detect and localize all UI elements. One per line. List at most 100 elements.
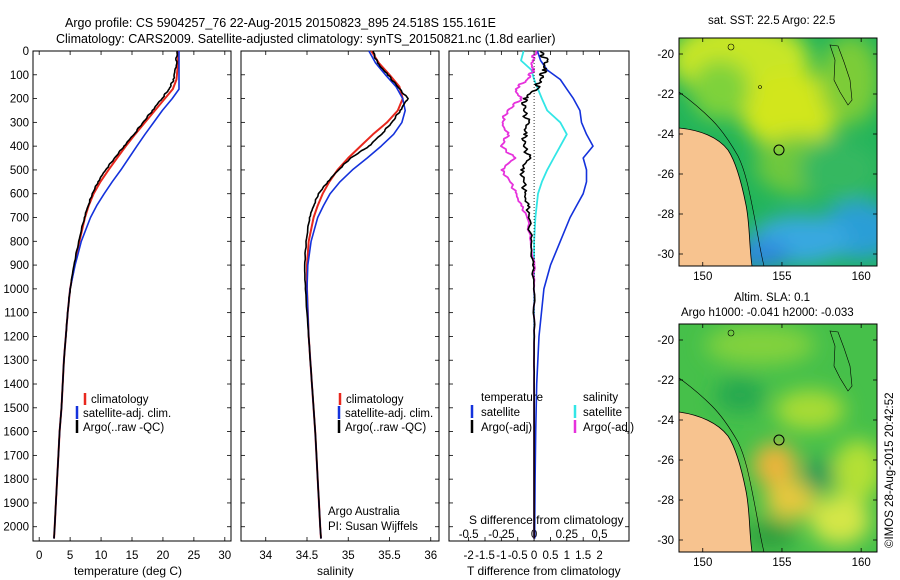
x-tick-label: -1.5 bbox=[475, 550, 495, 562]
x-tick-label: 5 bbox=[67, 550, 73, 562]
y-tick-label: 1400 bbox=[3, 379, 29, 391]
legend-argo: Argo(..raw -QC) bbox=[83, 422, 164, 434]
attribution-line1: Argo Australia bbox=[328, 506, 400, 518]
map-y-tick-label: -28 bbox=[657, 495, 674, 507]
sst-map-axes: 150 155 160 -20 -22 -24 -26 -28 -30 bbox=[657, 38, 877, 283]
legend-sat-t: satellite bbox=[481, 407, 520, 419]
y-tick-label: 1500 bbox=[3, 403, 29, 415]
map-y-tick-label: -20 bbox=[657, 49, 674, 61]
salinity-axes: 34 34.5 35 35.5 36 bbox=[259, 51, 437, 562]
sla-map-frame bbox=[678, 323, 878, 553]
legend-satellite: satellite-adj. clim. bbox=[83, 408, 171, 420]
temperature-legend: climatology satellite-adj. clim. Argo(..… bbox=[75, 393, 171, 434]
map-x-tick-label: 150 bbox=[693, 557, 712, 569]
salinity-climatology-line bbox=[306, 50, 404, 539]
map-y-tick-label: -30 bbox=[657, 249, 674, 261]
y-tick-label: 1600 bbox=[3, 427, 29, 439]
y-tick-label: 1100 bbox=[4, 308, 29, 320]
sst-island bbox=[727, 43, 735, 51]
y-tick-label: 800 bbox=[10, 236, 29, 248]
y-tick-label: 600 bbox=[10, 189, 29, 201]
salinity-legend: climatology satellite-adj. clim. Argo(..… bbox=[337, 393, 433, 434]
x-tick-label: 35.5 bbox=[378, 550, 400, 562]
sst-land bbox=[679, 127, 753, 266]
y-tick-label: 900 bbox=[10, 260, 29, 272]
y-tick-label: 400 bbox=[10, 141, 29, 153]
figure-title-line2: Climatology: CARS2009. Satellite-adjuste… bbox=[56, 32, 556, 46]
sla-map bbox=[679, 324, 877, 552]
legend-climatology: climatology bbox=[91, 394, 149, 406]
diff-satellite-t-line bbox=[533, 50, 594, 539]
diff-argo-s-line bbox=[499, 50, 538, 539]
difference-panel-frame bbox=[448, 50, 630, 542]
y-tick-label: 0 bbox=[23, 46, 29, 58]
x-tick-label-top: 0.5 bbox=[592, 529, 608, 541]
legend-argo: Argo(..raw -QC) bbox=[345, 422, 426, 434]
y-tick-label: 100 bbox=[10, 70, 29, 82]
sst-argo-marker bbox=[773, 144, 785, 156]
map-y-tick-label: -22 bbox=[657, 89, 674, 101]
x-tick-label-top: -0.25 bbox=[488, 529, 514, 541]
sla-reef-outline bbox=[829, 330, 853, 392]
y-tick-label: 1900 bbox=[3, 498, 29, 510]
legend-argo-s: Argo(-adj) bbox=[583, 422, 634, 434]
difference-legend: temperature salinity satellite Argo(-adj… bbox=[470, 392, 634, 434]
x-tick-label: 25 bbox=[187, 550, 200, 562]
x-tick-label: 1.5 bbox=[575, 550, 591, 562]
legend-salinity-head: salinity bbox=[583, 392, 618, 404]
map-x-tick-label: 160 bbox=[852, 271, 871, 283]
figure-title-line1: Argo profile: CS 5904257_76 22-Aug-2015 … bbox=[65, 16, 496, 30]
salinity-xlabel: salinity bbox=[317, 564, 354, 578]
temperature-panel-frame bbox=[32, 50, 232, 542]
salinity-argo-line bbox=[303, 50, 409, 539]
x-tick-label: -1 bbox=[496, 550, 506, 562]
map-x-tick-label: 150 bbox=[693, 271, 712, 283]
x-tick-label: 34.5 bbox=[296, 550, 318, 562]
difference-xlabel: T difference from climatology bbox=[467, 564, 621, 578]
temperature-series bbox=[53, 50, 180, 539]
temperature-argo-line bbox=[53, 50, 179, 539]
map-y-tick-label: -24 bbox=[657, 129, 674, 141]
x-tick-label: -0.5 bbox=[508, 550, 528, 562]
salinity-panel-frame bbox=[240, 50, 440, 542]
y-tick-label: 300 bbox=[10, 117, 29, 129]
map-y-tick-label: -28 bbox=[657, 209, 674, 221]
attribution-line2: PI: Susan Wijffels bbox=[328, 521, 418, 533]
map-y-tick-label: -26 bbox=[657, 455, 674, 467]
x-tick-label-top: -0.5 bbox=[459, 529, 479, 541]
x-tick-label: 30 bbox=[218, 550, 231, 562]
y-tick-label: 1000 bbox=[3, 284, 29, 296]
credit-label: ©IMOS 28-Aug-2015 20:42:52 bbox=[884, 392, 896, 548]
x-tick-label: 0.5 bbox=[542, 550, 558, 562]
x-tick-label: 34 bbox=[259, 550, 272, 562]
difference-axes: -2 -1 0 1 2-1.5 -0.5 0.5 1.5-0.5 -0.25 0 0.25 0.5 bbox=[459, 51, 608, 562]
sst-reef-outline bbox=[829, 44, 853, 106]
sst-map-title: sat. SST: 22.5 Argo: 22.5 bbox=[708, 15, 835, 27]
legend-climatology: climatology bbox=[346, 394, 404, 406]
y-tick-label: 2000 bbox=[3, 522, 29, 534]
y-tick-label: 200 bbox=[10, 94, 29, 106]
x-tick-label: 1 bbox=[564, 550, 570, 562]
salinity-series bbox=[303, 50, 409, 539]
sst-map-frame bbox=[678, 37, 878, 267]
temperature-axes: 0100200300400500600700800900100011001200… bbox=[3, 46, 629, 562]
sla-coast-shelf bbox=[679, 377, 765, 552]
y-tick-label: 700 bbox=[10, 213, 29, 225]
y-tick-label: 1800 bbox=[3, 474, 29, 486]
legend-satellite: satellite-adj. clim. bbox=[345, 408, 433, 420]
x-tick-label: -2 bbox=[464, 550, 474, 562]
sst-color-field bbox=[679, 38, 877, 266]
map-x-tick-label: 155 bbox=[772, 271, 791, 283]
x-tick-label: 20 bbox=[157, 550, 170, 562]
x-tick-label: 2 bbox=[596, 550, 602, 562]
difference-series bbox=[499, 50, 594, 539]
map-x-tick-label: 160 bbox=[852, 557, 871, 569]
difference-xlabel-top: S difference from climatology bbox=[469, 513, 624, 527]
map-x-tick-label: 155 bbox=[772, 557, 791, 569]
map-y-tick-label: -30 bbox=[657, 535, 674, 547]
sla-map-axes: 150 155 160 -20 -22 -24 -26 -28 -30 bbox=[657, 324, 877, 569]
sla-island bbox=[727, 329, 735, 337]
sla-land bbox=[679, 411, 753, 552]
x-tick-label: 0 bbox=[36, 550, 42, 562]
legend-temperature-head: temperature bbox=[481, 392, 543, 404]
